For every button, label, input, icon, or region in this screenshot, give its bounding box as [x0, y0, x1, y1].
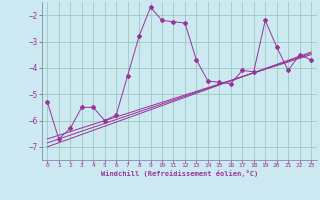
X-axis label: Windchill (Refroidissement éolien,°C): Windchill (Refroidissement éolien,°C)	[100, 170, 258, 177]
